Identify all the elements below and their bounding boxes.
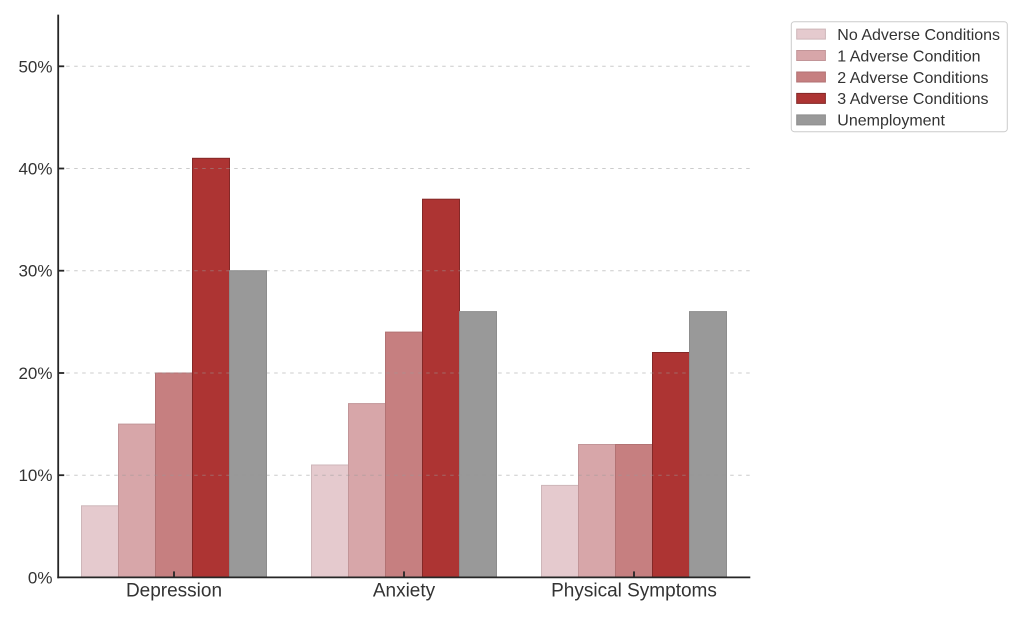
svg-text:No Adverse Conditions: No Adverse Conditions bbox=[837, 27, 1000, 44]
svg-text:Anxiety: Anxiety bbox=[373, 581, 436, 602]
svg-text:40%: 40% bbox=[18, 160, 52, 179]
svg-text:1 Adverse Condition: 1 Adverse Condition bbox=[837, 48, 980, 65]
svg-text:2 Adverse Conditions: 2 Adverse Conditions bbox=[837, 70, 988, 87]
svg-text:Unemployment: Unemployment bbox=[837, 113, 945, 130]
svg-text:20%: 20% bbox=[18, 364, 52, 383]
svg-text:50%: 50% bbox=[18, 57, 52, 76]
svg-text:3 Adverse Conditions: 3 Adverse Conditions bbox=[837, 91, 988, 108]
svg-text:30%: 30% bbox=[18, 262, 52, 281]
svg-text:Physical Symptoms: Physical Symptoms bbox=[551, 581, 717, 602]
svg-text:0%: 0% bbox=[28, 568, 53, 587]
svg-text:Depression: Depression bbox=[126, 581, 222, 602]
svg-text:10%: 10% bbox=[18, 466, 52, 485]
